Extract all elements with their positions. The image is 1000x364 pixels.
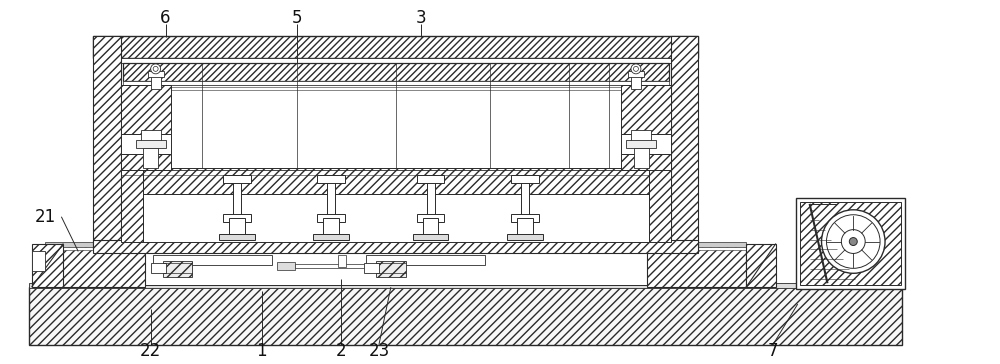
Polygon shape	[32, 244, 63, 287]
Bar	[295, 264, 364, 268]
Circle shape	[151, 64, 161, 74]
Bar	[229, 218, 245, 238]
Bar	[45, 244, 145, 287]
Bar	[233, 175, 241, 219]
Bar	[671, 36, 698, 249]
Text: 3: 3	[415, 9, 426, 27]
Bar	[317, 175, 345, 183]
Bar	[327, 175, 335, 219]
Bar	[621, 154, 671, 170]
Bar	[423, 218, 438, 238]
Bar	[621, 134, 671, 154]
Bar	[143, 85, 649, 169]
Bar	[631, 130, 651, 142]
Bar	[143, 194, 649, 242]
Text: 21: 21	[35, 208, 56, 226]
Text: 1: 1	[257, 342, 267, 360]
Bar	[366, 256, 485, 265]
Bar	[223, 175, 251, 183]
Bar	[413, 234, 448, 240]
Bar	[511, 214, 539, 222]
Bar	[163, 261, 192, 277]
Bar	[277, 262, 295, 270]
Bar	[796, 198, 905, 289]
Bar	[45, 242, 746, 248]
Bar	[29, 287, 902, 345]
Bar	[800, 202, 901, 285]
Circle shape	[826, 215, 880, 268]
Circle shape	[849, 238, 857, 245]
Bar	[121, 154, 171, 170]
Bar	[153, 256, 272, 265]
Text: 6: 6	[160, 9, 171, 27]
Bar	[517, 218, 533, 238]
Bar	[649, 85, 671, 242]
Bar	[219, 234, 255, 240]
Bar	[145, 249, 647, 285]
Circle shape	[841, 230, 865, 253]
Bar	[647, 244, 746, 287]
Circle shape	[153, 66, 158, 71]
Bar	[151, 264, 166, 273]
Bar	[148, 71, 164, 77]
Bar	[631, 75, 641, 89]
Bar	[223, 214, 251, 222]
Text: 23: 23	[368, 342, 390, 360]
Bar	[143, 148, 158, 168]
Bar	[634, 148, 649, 168]
Bar	[143, 168, 649, 194]
Bar	[141, 130, 161, 142]
Bar	[626, 140, 656, 148]
Bar	[123, 81, 669, 85]
Circle shape	[822, 210, 885, 273]
Bar	[313, 234, 349, 240]
Text: 5: 5	[291, 9, 302, 27]
Text: 7: 7	[768, 342, 778, 360]
Polygon shape	[746, 244, 776, 287]
Bar	[628, 71, 644, 77]
Bar	[417, 175, 444, 183]
Bar	[121, 85, 143, 242]
Bar	[45, 248, 746, 250]
Bar	[136, 140, 166, 148]
Bar	[507, 234, 543, 240]
Bar	[417, 214, 444, 222]
Bar	[521, 175, 529, 219]
Bar	[93, 240, 698, 253]
Bar	[29, 283, 902, 288]
Bar	[121, 85, 171, 134]
Bar	[93, 36, 698, 58]
Bar	[323, 218, 339, 238]
Bar	[376, 261, 406, 277]
Bar	[151, 75, 161, 89]
Bar	[121, 134, 171, 154]
Text: 22: 22	[140, 342, 161, 360]
Bar	[427, 175, 435, 219]
Bar	[364, 264, 379, 273]
Bar	[338, 256, 346, 267]
Text: 2: 2	[336, 342, 347, 360]
Bar	[32, 252, 45, 271]
Bar	[621, 85, 671, 134]
Bar	[123, 63, 669, 81]
Bar	[93, 58, 698, 63]
Bar	[317, 214, 345, 222]
Circle shape	[633, 66, 638, 71]
Bar	[93, 36, 121, 249]
Bar	[511, 175, 539, 183]
Circle shape	[631, 64, 641, 74]
